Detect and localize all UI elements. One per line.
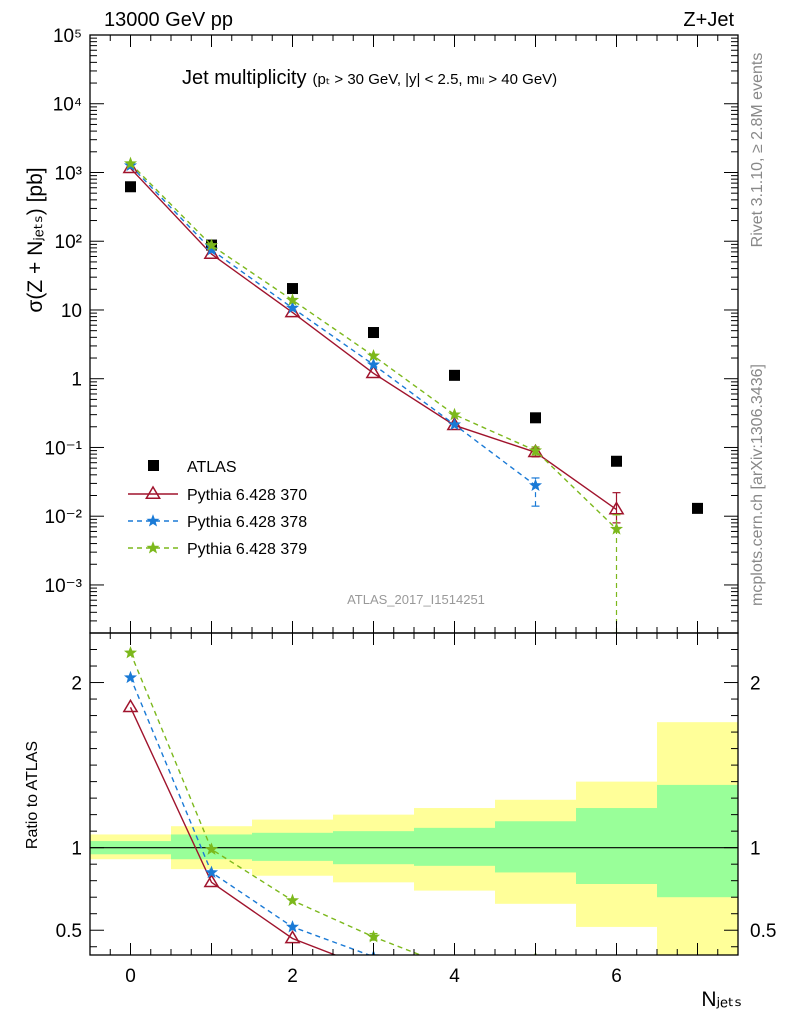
analysis-reference: ATLAS_2017_I1514251 xyxy=(347,592,485,607)
ratio-star-marker xyxy=(285,893,300,907)
inner-band-bin xyxy=(414,827,495,866)
ratio-triangle-marker xyxy=(534,953,537,955)
axis-tick-labels: 0 2 4 6 10⁻³ 10⁻² 10⁻¹ 1 10 10² 10³ 10⁴ 10⁵ 0.5 0.5 1 1 2… xyxy=(45,26,777,987)
y-axis-label-ratio: Ratio to ATLAS xyxy=(24,741,41,849)
legend-label: Pythia 6.428 370 xyxy=(187,487,307,504)
ratio-triangle-marker xyxy=(367,963,380,974)
legend-star-marker xyxy=(146,541,160,554)
main-star-marker xyxy=(285,301,300,314)
atlas-data-point xyxy=(611,455,622,467)
y-tick-label-main: 10⁴ xyxy=(53,95,82,116)
y-tick-label-ratio-right: 1 xyxy=(750,839,761,860)
ratio-uncertainty-bands xyxy=(90,722,738,955)
y-tick-label-ratio-right: 2 xyxy=(750,674,761,695)
x-tick-label: 4 xyxy=(449,966,460,987)
atlas-data-point xyxy=(530,412,541,424)
ratio-star-marker xyxy=(123,645,138,659)
legend-label: ATLAS xyxy=(187,459,237,476)
main-star-marker xyxy=(123,156,138,170)
inner-band-bin xyxy=(252,832,333,861)
y-tick-label-main: 1 xyxy=(71,370,82,391)
main-line xyxy=(129,165,536,487)
axis-ticks xyxy=(89,34,739,955)
ratio-star-marker xyxy=(204,842,219,855)
ratio-star-marker xyxy=(366,929,381,943)
legend-star-marker xyxy=(146,514,160,527)
header-left: 13000 GeV pp xyxy=(104,9,233,31)
atlas-data-point xyxy=(125,181,136,193)
atlas-data-point xyxy=(692,502,703,514)
inner-band-bin xyxy=(576,808,657,884)
y-tick-label-main: 10⁻³ xyxy=(45,576,83,597)
x-tick-label: 2 xyxy=(287,966,298,987)
legend: ATLAS Pythia 6.428 370 Pythia 6.428 378 Pyt… xyxy=(128,459,307,558)
y-tick-label-main: 10⁻² xyxy=(45,507,83,528)
main-star-marker xyxy=(447,407,462,421)
inner-band-bin xyxy=(657,784,738,898)
main-triangle-marker xyxy=(365,364,382,379)
main-star-marker xyxy=(528,478,543,492)
x-tick-label: 0 xyxy=(125,966,136,987)
y-tick-label-main: 10³ xyxy=(55,163,82,184)
inner-band-bin xyxy=(495,821,576,873)
ratio-star-marker xyxy=(611,990,622,1001)
main-star-marker xyxy=(366,357,381,371)
main-triangle-marker xyxy=(608,501,625,515)
y-axis-label-main: σ(Z + Nⱼₑₜₛ) [pb] xyxy=(24,167,47,312)
main-title-text: Jet multiplicity xyxy=(182,67,306,89)
main-star-marker xyxy=(447,417,462,431)
main-star-marker xyxy=(285,293,300,306)
y-tick-label-main: 10² xyxy=(55,232,82,253)
y-tick-label-main: 10⁵ xyxy=(53,26,82,47)
y-tick-label-ratio-right: 0.5 xyxy=(750,921,776,942)
ratio-star-marker xyxy=(123,670,138,684)
x-tick-label: 6 xyxy=(611,966,622,987)
x-axis-label: Nⱼₑₜₛ xyxy=(701,988,742,1011)
legend-atlas-marker xyxy=(148,460,159,471)
y-tick-label-ratio-left: 0.5 xyxy=(56,921,82,942)
main-title-cuts: (pₜ > 30 GeV, |y| < 2.5, mₗₗ > 40 GeV) xyxy=(312,71,557,88)
y-tick-label-main: 10⁻¹ xyxy=(45,438,83,459)
ratio-line xyxy=(129,707,338,955)
ratio-triangle-marker xyxy=(203,873,220,888)
ratio-star-marker xyxy=(285,920,300,933)
header-right: Z+Jet xyxy=(683,9,734,31)
ratio-triangle-marker xyxy=(122,698,139,713)
ratio-star-marker xyxy=(530,990,541,1001)
y-tick-label-ratio-left: 2 xyxy=(71,674,82,695)
atlas-data-point xyxy=(368,327,379,339)
main-star-marker xyxy=(204,238,219,251)
atlas-data-point xyxy=(287,283,298,295)
main-series-layer xyxy=(122,156,703,633)
atlas-data-point xyxy=(449,369,460,381)
main-title: Jet multiplicity (pₜ > 30 GeV, |y| < 2.5,… xyxy=(182,67,557,89)
legend-triangle-marker xyxy=(145,485,161,499)
y-tick-label-ratio-left: 1 xyxy=(71,839,82,860)
ratio-triangle-marker xyxy=(284,930,301,944)
ratio-line xyxy=(129,677,372,955)
mcplots-reference-label: mcplots.cern.ch [arXiv:1306.3436] xyxy=(749,364,766,606)
y-tick-label-main: 10 xyxy=(61,301,82,322)
rivet-version-label: Rivet 3.1.10, ≥ 2.8M events xyxy=(749,53,766,248)
ratio-star-marker xyxy=(204,865,219,878)
main-star-marker xyxy=(609,522,624,535)
main-star-marker xyxy=(528,443,543,457)
legend-label: Pythia 6.428 379 xyxy=(187,541,307,558)
legend-label: Pythia 6.428 378 xyxy=(187,514,307,531)
main-star-marker xyxy=(366,349,381,362)
